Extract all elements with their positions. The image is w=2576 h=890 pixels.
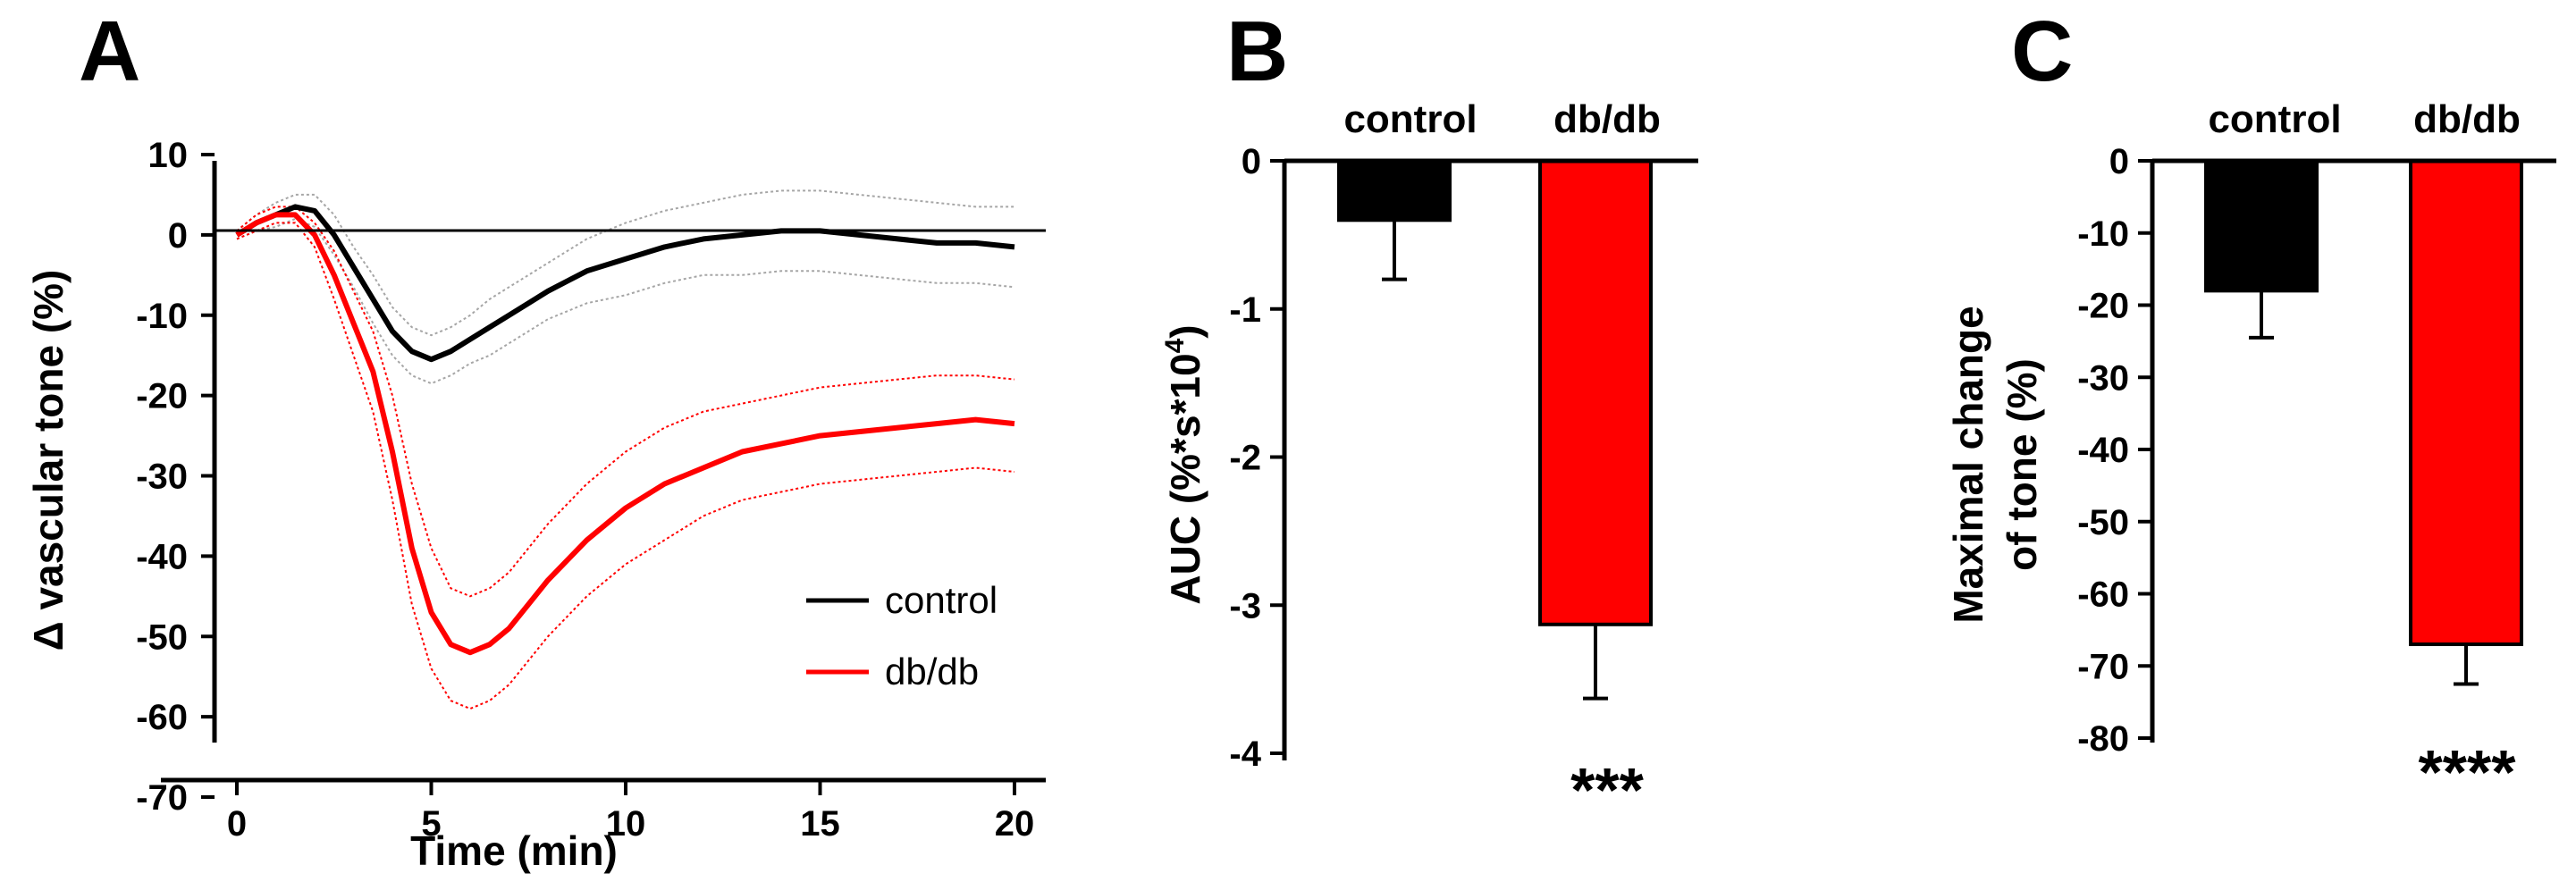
panel-c-y-tick-label: -20 bbox=[2077, 287, 2129, 326]
panel-c-y-tick-label: -60 bbox=[2077, 575, 2129, 615]
panel-c: C control db/db 0 -10 -20 -30 -40 -50 -60 -70 -8… bbox=[1945, 4, 2556, 807]
panel-a-y-tick-label: -70 bbox=[136, 778, 188, 818]
panel-b: B control db/db 0-1-2-3-4 AUC (%*s*104) … bbox=[1160, 4, 1698, 825]
panel-c-bars bbox=[2204, 159, 2523, 686]
panel-c-bar-dbdb bbox=[2409, 159, 2523, 647]
panel-b-bars bbox=[1337, 159, 1653, 701]
series-dbdb-lower-band bbox=[236, 222, 1015, 710]
legend-label-dbdb: db/db bbox=[885, 651, 979, 693]
panel-c-category-dbdb: db/db bbox=[2413, 97, 2521, 141]
series-control-lower-band bbox=[236, 217, 1015, 385]
panel-a-x-tick-label: 10 bbox=[606, 804, 646, 844]
panel-a-legend: control db/db bbox=[806, 579, 998, 693]
panel-c-y-tick-label: 0 bbox=[2109, 142, 2129, 181]
panel-a-x-ticks: 0 5 10 15 20 bbox=[227, 780, 1034, 844]
panel-c-category-control: control bbox=[2208, 97, 2341, 141]
panel-a-mean-lines bbox=[235, 204, 1015, 656]
panel-c-y-tick-label: -40 bbox=[2077, 431, 2129, 470]
panel-c-significance: **** bbox=[2419, 737, 2517, 807]
panel-c-y-tick-label: -50 bbox=[2077, 503, 2129, 542]
panel-a-y-tick-label: 0 bbox=[168, 216, 188, 256]
panel-b-bar-control bbox=[1337, 159, 1452, 222]
panel-c-y-tick-label: -30 bbox=[2077, 358, 2129, 398]
series-dbdb-line bbox=[235, 212, 1015, 656]
panel-a-y-tick-label: -10 bbox=[136, 297, 188, 336]
panel-b-significance: *** bbox=[1570, 755, 1644, 825]
panel-label-b: B bbox=[1226, 4, 1288, 99]
series-control-upper-band bbox=[236, 189, 1014, 337]
panel-a-y-tick-label: -60 bbox=[136, 698, 188, 737]
panel-b-category-control: control bbox=[1343, 97, 1477, 141]
panel-b-bar-dbdb bbox=[1538, 159, 1653, 626]
panel-a-x-tick-label: 0 bbox=[227, 804, 247, 844]
panel-a-x-tick-label: 20 bbox=[995, 804, 1035, 844]
panel-a-x-tick-label: 15 bbox=[800, 804, 840, 844]
panel-b-y-title-end: ) bbox=[1162, 324, 1208, 338]
panel-a-y-axis-title: Δ vascular tone (%) bbox=[25, 270, 72, 651]
panel-a-y-tick-label: -50 bbox=[136, 617, 188, 657]
panel-b-y-tick-label: -2 bbox=[1229, 439, 1261, 478]
panel-a-x-axis-title: Time (min) bbox=[410, 827, 618, 874]
series-dbdb-upper-band bbox=[236, 206, 1015, 598]
panel-a-x-tick-label: 5 bbox=[421, 804, 441, 844]
panel-b-y-title-sup: 4 bbox=[1160, 338, 1190, 353]
series-control-line bbox=[235, 204, 1015, 363]
panel-c-y-axis-title-line2: of tone (%) bbox=[1999, 358, 2045, 571]
panel-a-y-ticks: 10 0 -10 -20 -30 -40 -50 -60 -70 bbox=[136, 136, 215, 818]
legend-label-control: control bbox=[885, 579, 998, 621]
panel-b-y-tick-label: 0 bbox=[1242, 142, 1261, 181]
panel-a-y-tick-label: -30 bbox=[136, 458, 188, 497]
panel-c-y-ticks: 0 -10 -20 -30 -40 -50 -60 -70 -80 bbox=[2077, 142, 2152, 759]
panel-c-y-axis-title-line1: Maximal change bbox=[1945, 306, 1991, 623]
panel-a-confidence-bands bbox=[236, 189, 1015, 710]
panel-b-y-tick-label: -3 bbox=[1229, 586, 1261, 626]
panel-a-y-tick-label: -40 bbox=[136, 537, 188, 576]
panel-b-y-title-main: AUC (%*s*10 bbox=[1162, 353, 1208, 604]
panel-a-y-tick-label: 10 bbox=[148, 136, 189, 175]
panel-label-c: C bbox=[2011, 4, 2073, 99]
panel-c-y-tick-label: -80 bbox=[2077, 719, 2129, 759]
panel-b-y-tick-label: -1 bbox=[1229, 290, 1261, 330]
panel-a: A 10 0 -10 -20 -30 -40 -50 -60 -70 0 5 10 15 20 Time… bbox=[25, 4, 1046, 874]
panel-b-y-ticks: 0 -1 -2 -3 -4 bbox=[1229, 142, 1284, 774]
panel-b-y-axis-title: AUC (%*s*104) bbox=[1160, 324, 1208, 604]
panel-c-y-tick-label: -10 bbox=[2077, 214, 2129, 254]
panel-c-y-tick-label: -70 bbox=[2077, 647, 2129, 686]
panel-b-category-dbdb: db/db bbox=[1553, 97, 1661, 141]
panel-label-a: A bbox=[79, 4, 140, 99]
panel-b-y-tick-label: -4 bbox=[1229, 735, 1261, 774]
panel-a-y-tick-label: -20 bbox=[136, 377, 188, 416]
panel-c-bar-control bbox=[2204, 159, 2319, 293]
